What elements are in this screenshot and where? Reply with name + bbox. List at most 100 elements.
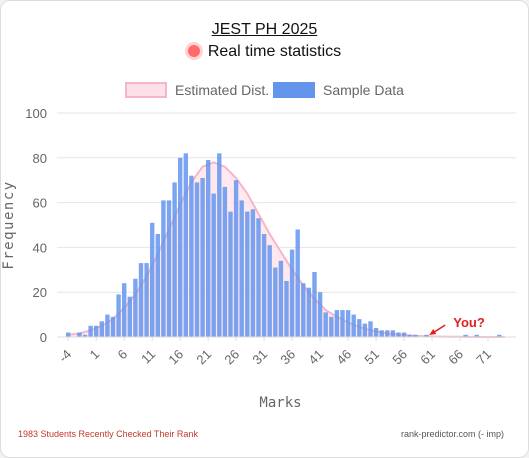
sample-bar: [256, 218, 261, 337]
sample-bar: [206, 160, 211, 337]
x-tick-label: 1: [87, 347, 103, 363]
sample-bar: [317, 292, 323, 337]
checked-count-text: 1983 Students Recently Checked Their Ran…: [18, 429, 198, 439]
sample-bar: [373, 328, 379, 337]
sample-bar: [261, 234, 267, 337]
y-tick-label: 80: [33, 151, 47, 166]
you-annotation: You?: [453, 315, 485, 330]
sample-bar: [110, 316, 116, 337]
sample-bar: [211, 193, 216, 337]
x-tick-label: -4: [56, 347, 75, 366]
sample-bar: [301, 283, 306, 337]
sample-bar: [178, 157, 183, 337]
sample-bar: [189, 175, 194, 337]
sample-bar: [424, 334, 429, 337]
sample-bar: [323, 312, 328, 337]
sample-bar: [88, 325, 93, 337]
live-status: Real time statistics: [1, 43, 528, 61]
sample-bar: [385, 330, 390, 337]
live-label: Real time statistics: [207, 43, 342, 60]
sample-bar: [340, 310, 345, 337]
sample-bar: [334, 310, 340, 337]
sample-bar: [233, 180, 239, 337]
x-tick-label: 36: [277, 347, 298, 368]
y-tick-label: 20: [33, 285, 47, 300]
sample-bar: [345, 310, 351, 337]
sample-bar: [172, 182, 177, 337]
sample-bar: [127, 296, 132, 337]
sample-bar: [250, 209, 256, 337]
legend-swatch-estimated: [125, 82, 167, 98]
x-tick-label: 16: [165, 347, 186, 368]
x-tick-label: 26: [221, 347, 242, 368]
x-tick-label: 6: [115, 347, 131, 363]
x-tick-label: 41: [305, 347, 326, 368]
sample-bar: [407, 334, 412, 337]
sample-bar: [99, 321, 104, 337]
y-axis-title: Frequency: [1, 180, 17, 269]
legend-label-sample: Sample Data: [323, 82, 404, 98]
sample-bar: [379, 330, 384, 337]
sample-bar: [306, 287, 312, 337]
x-tick-label: 51: [361, 347, 382, 368]
sample-bar: [474, 334, 479, 337]
sample-bar: [289, 249, 295, 337]
live-dot-icon: [187, 45, 200, 57]
x-tick-label: 71: [473, 347, 494, 368]
sample-bar: [150, 222, 155, 337]
sample-bar: [144, 263, 149, 337]
y-tick-label: 60: [33, 196, 47, 211]
sample-bar: [166, 200, 172, 337]
sample-bar: [133, 278, 138, 337]
x-axis-title: Marks: [259, 395, 301, 411]
sample-bar: [329, 316, 334, 337]
x-tick-label: 61: [417, 347, 438, 368]
x-tick-label: 46: [333, 347, 354, 368]
sample-bar: [396, 332, 401, 337]
sample-bar: [362, 323, 368, 337]
sample-bar: [497, 334, 502, 337]
legend-label-estimated: Estimated Dist.: [175, 82, 270, 98]
sample-bar: [82, 334, 88, 337]
sample-bar: [295, 229, 300, 337]
sample-bar: [155, 234, 160, 337]
x-tick-label: 66: [445, 347, 466, 368]
sample-bar: [273, 267, 278, 337]
x-tick-label: 31: [249, 347, 270, 368]
sample-bar: [401, 332, 407, 337]
sample-bar: [94, 325, 99, 337]
sample-bar: [122, 283, 127, 337]
sample-bar: [194, 182, 200, 337]
sample-bar: [105, 314, 110, 337]
sample-bar: [200, 178, 205, 337]
x-tick-label: 56: [389, 347, 410, 368]
sample-bar: [222, 186, 228, 337]
x-tick-label: 11: [138, 347, 158, 367]
site-credit: rank-predictor.com (- imp): [400, 429, 504, 439]
sample-bar: [228, 211, 233, 337]
y-tick-label: 0: [40, 330, 47, 345]
sample-bar: [312, 272, 317, 337]
chart-legend: Estimated Dist. Sample Data: [1, 79, 528, 101]
estimated-dist-area: [68, 162, 505, 337]
sample-bar: [116, 294, 121, 337]
sample-bar: [278, 260, 284, 337]
sample-bar: [66, 332, 71, 337]
you-arrow-head: [429, 329, 437, 335]
y-tick-label: 40: [33, 240, 47, 255]
sample-bar: [351, 314, 356, 337]
sample-bar: [357, 319, 362, 337]
y-tick-label: 100: [25, 106, 47, 121]
sample-bar: [245, 211, 250, 337]
chart-title: JEST PH 2025: [211, 21, 318, 38]
sample-bar: [138, 263, 144, 337]
sample-bar: [239, 200, 244, 337]
legend-item-sample[interactable]: Sample Data: [273, 79, 404, 101]
sample-bar: [77, 332, 82, 337]
sample-bar: [267, 245, 272, 337]
sample-bar: [368, 321, 373, 337]
legend-item-estimated[interactable]: Estimated Dist.: [125, 79, 269, 101]
sample-bar: [161, 200, 166, 337]
